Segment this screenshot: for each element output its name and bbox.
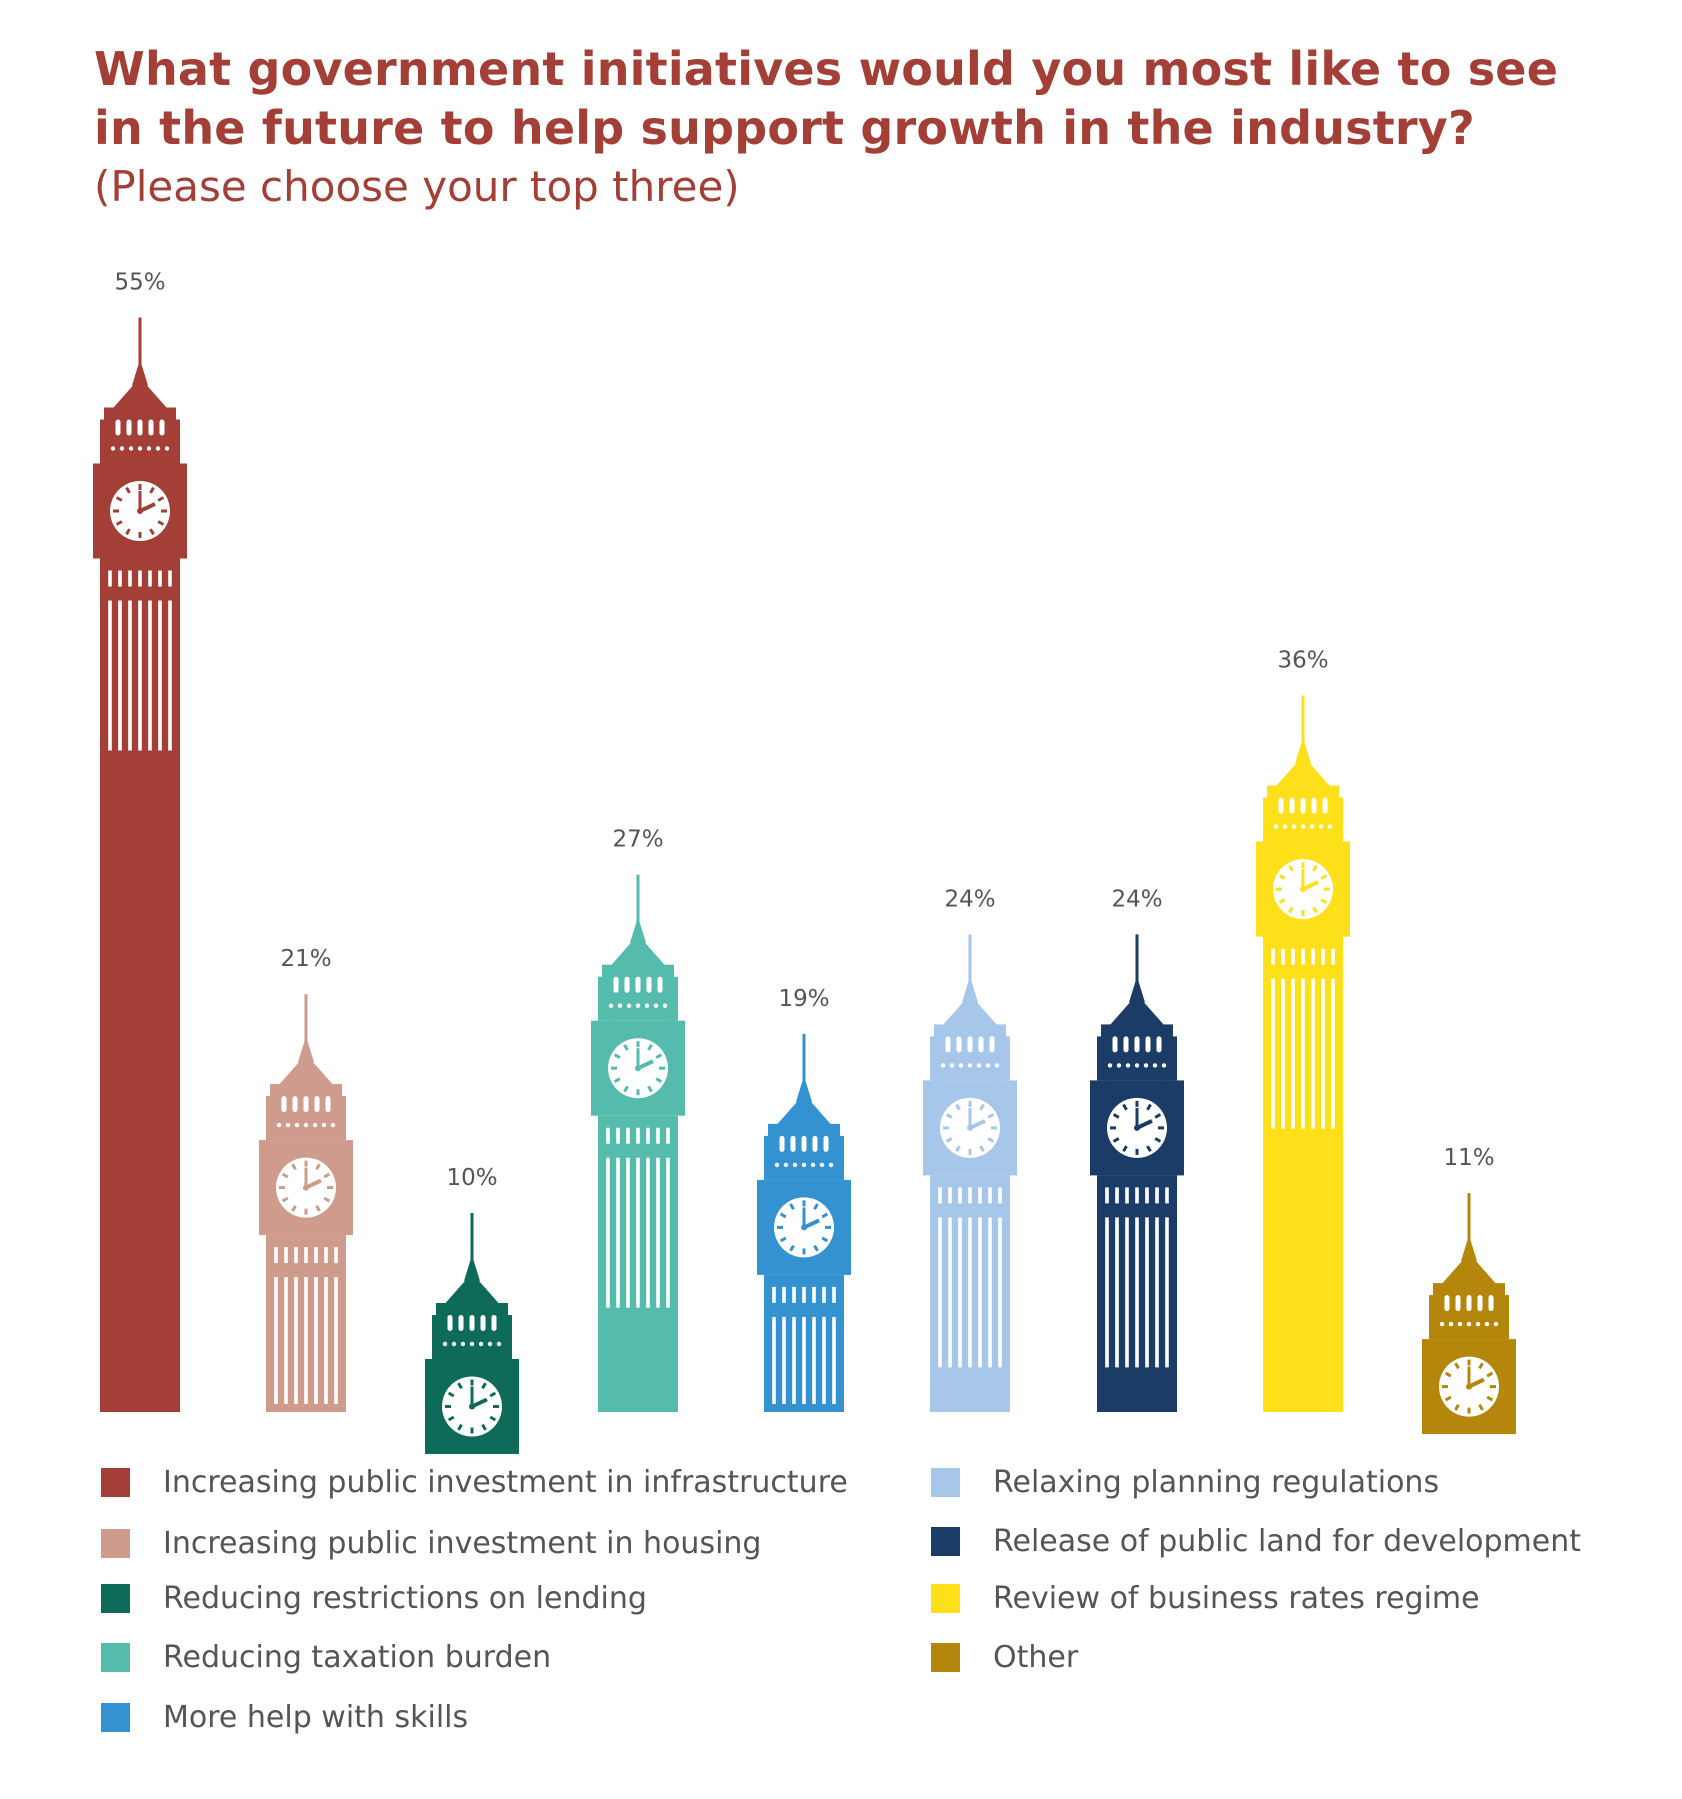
value-label-6: 24% xyxy=(944,886,995,912)
value-label-1: 55% xyxy=(114,270,165,296)
bar-8 xyxy=(1256,695,1350,1412)
value-label-5: 19% xyxy=(778,986,829,1012)
bar-2 xyxy=(259,994,353,1412)
value-label-8: 36% xyxy=(1277,648,1328,674)
value-label-9: 11% xyxy=(1443,1145,1494,1171)
chart-title: What government initiatives would you mo… xyxy=(94,42,1559,155)
title-block: What government initiatives would you mo… xyxy=(94,40,1594,214)
bar-3 xyxy=(425,1213,519,1454)
bar-5 xyxy=(757,1033,851,1412)
value-label-7: 24% xyxy=(1111,886,1162,912)
value-label-4: 27% xyxy=(612,827,663,853)
chart-subtitle: (Please choose your top three) xyxy=(94,162,740,211)
value-label-3: 10% xyxy=(446,1165,497,1191)
bar-1 xyxy=(93,317,187,1412)
bar-7 xyxy=(1090,934,1184,1412)
bar-9 xyxy=(1422,1193,1516,1435)
bar-6 xyxy=(923,934,1017,1412)
value-label-2: 21% xyxy=(280,946,331,972)
bar-4 xyxy=(591,874,685,1412)
